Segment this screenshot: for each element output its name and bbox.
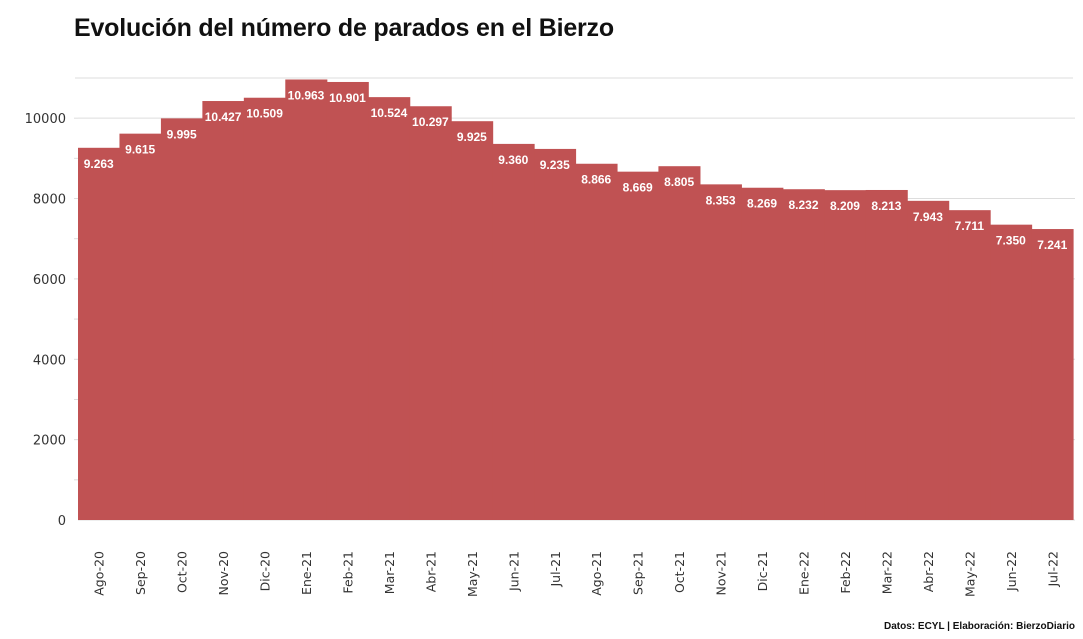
bar (990, 224, 1033, 520)
data-label: 10.427 (205, 110, 242, 124)
data-label: 9.360 (498, 153, 528, 167)
data-label: 10.901 (329, 91, 366, 105)
bar (326, 81, 369, 520)
x-tick-label: Nov-21 (714, 551, 729, 595)
data-label: 7.241 (1037, 238, 1067, 252)
data-label: 10.963 (288, 88, 325, 102)
bar (699, 184, 742, 520)
data-label: 9.263 (84, 157, 114, 171)
x-tick-label: Jul-21 (548, 551, 563, 588)
x-tick-label: Sep-20 (133, 551, 148, 595)
data-label: 8.213 (871, 199, 901, 213)
bar (616, 171, 660, 520)
data-label: 9.235 (540, 158, 570, 172)
data-label: 10.509 (246, 107, 283, 121)
x-tick-label: Oct-20 (175, 551, 190, 593)
bar (119, 133, 162, 520)
x-tick-label: Dic-20 (258, 551, 273, 591)
bar (658, 166, 701, 520)
data-label: 9.615 (125, 143, 155, 157)
bar (243, 97, 286, 520)
data-label: 7.943 (913, 210, 943, 224)
x-tick-label: Oct-21 (672, 551, 687, 593)
y-tick-label: 10000 (25, 112, 66, 127)
x-tick-label: Ene-21 (299, 551, 314, 595)
x-tick-label: Ago-20 (92, 551, 107, 596)
x-tick-label: Feb-22 (838, 551, 853, 594)
data-label: 10.524 (371, 106, 408, 120)
bar (368, 97, 411, 520)
x-tick-label: Dic-21 (755, 551, 770, 591)
data-label: 10.297 (412, 115, 449, 129)
x-tick-label: Ene-22 (797, 551, 812, 595)
bar (782, 189, 825, 520)
bar (824, 190, 867, 520)
x-tick-label: Abr-22 (921, 551, 936, 592)
bar (78, 147, 121, 520)
data-label: 8.805 (664, 175, 694, 189)
bar (741, 187, 784, 520)
data-label: 8.669 (623, 181, 653, 195)
y-tick-label: 8000 (33, 193, 66, 208)
x-tick-label: Jul-22 (1045, 551, 1060, 588)
data-label: 8.353 (706, 193, 736, 207)
source-note: Datos: ECYL | Elaboración: BierzoDiario (884, 621, 1075, 632)
bar (492, 143, 535, 520)
data-label: 8.209 (830, 199, 860, 213)
bar (865, 189, 908, 520)
data-label: 7.350 (996, 234, 1026, 248)
y-tick-label: 0 (58, 514, 66, 529)
y-tick-label: 4000 (33, 353, 66, 368)
x-tick-label: Feb-21 (340, 551, 355, 594)
data-label: 8.269 (747, 197, 777, 211)
bar (409, 106, 452, 521)
bar (202, 101, 245, 521)
chart-title: Evolución del número de parados en el Bi… (74, 14, 614, 42)
x-tick-label: Sep-21 (631, 551, 646, 595)
x-tick-label: Jun-22 (1004, 551, 1019, 592)
x-tick-label: Mar-22 (879, 551, 894, 594)
bar (948, 210, 991, 520)
x-tick-label: Nov-20 (216, 551, 231, 596)
x-tick-label: Mar-21 (382, 551, 397, 594)
x-tick-label: May-22 (962, 551, 977, 597)
bar (1031, 229, 1074, 520)
bar (575, 163, 618, 521)
bar (907, 200, 950, 520)
bar (160, 118, 203, 521)
y-tick-label: 6000 (33, 273, 66, 288)
bar (451, 121, 494, 520)
data-label: 8.232 (789, 198, 819, 212)
y-tick-label: 2000 (33, 434, 66, 449)
bar (534, 148, 577, 521)
x-tick-label: Abr-21 (423, 551, 438, 592)
data-label: 9.925 (457, 130, 487, 144)
bar (285, 79, 328, 520)
x-tick-label: Jun-21 (506, 551, 521, 592)
x-tick-label: May-21 (465, 551, 480, 597)
data-label: 7.711 (955, 219, 985, 233)
x-tick-label: Ago-21 (589, 551, 604, 596)
data-label: 8.866 (581, 173, 611, 187)
data-label: 9.995 (167, 127, 197, 141)
